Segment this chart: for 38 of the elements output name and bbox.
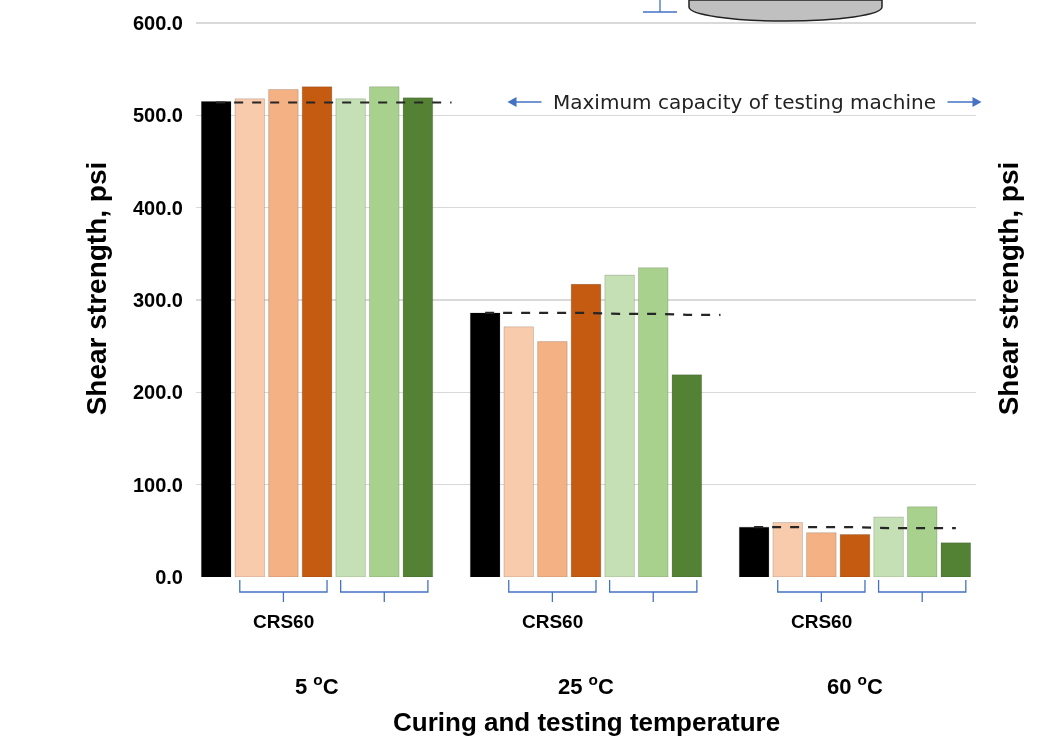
text: 25 $^{o}$C [558,671,614,700]
bar [772,522,803,577]
y-tick-label: 400.0 [132,196,183,219]
y-tick-label: 100.0 [132,473,183,496]
bar [335,98,366,577]
bar [839,534,871,577]
bar [470,312,501,577]
text: CRS60 [522,611,584,632]
bar [234,98,265,577]
y2-axis-title: Shear strength, psi [993,161,1025,416]
y-tick-label: 600.0 [132,12,183,35]
text: CRS60 [253,611,315,632]
y-axis-title: Shear strength, psi [80,161,112,416]
bar [537,341,568,577]
bar [503,326,534,577]
bar [570,284,602,577]
bar [873,516,904,577]
bar [638,267,669,577]
y-tick-label: 200.0 [132,381,183,404]
bar [739,526,770,577]
bar [671,374,702,577]
bar [940,542,971,577]
bar [402,97,433,577]
bar [301,86,333,577]
bar [806,532,837,577]
text: CRS60 [791,611,853,632]
y-tick-label: 300.0 [132,289,183,312]
bar [604,274,635,577]
text: 5 $^{o}$C [295,671,339,700]
bar [907,506,938,577]
x-axis-title: Curing and testing temperature [393,707,781,737]
bar [201,101,232,577]
annotation: Maximum capacity of testing machine [553,90,936,114]
bar [268,89,299,577]
y-tick-label: 500.0 [132,104,183,127]
y-tick-label: 0.0 [155,566,183,588]
text: 60 $^{o}$C [827,671,883,700]
bar [369,86,400,577]
